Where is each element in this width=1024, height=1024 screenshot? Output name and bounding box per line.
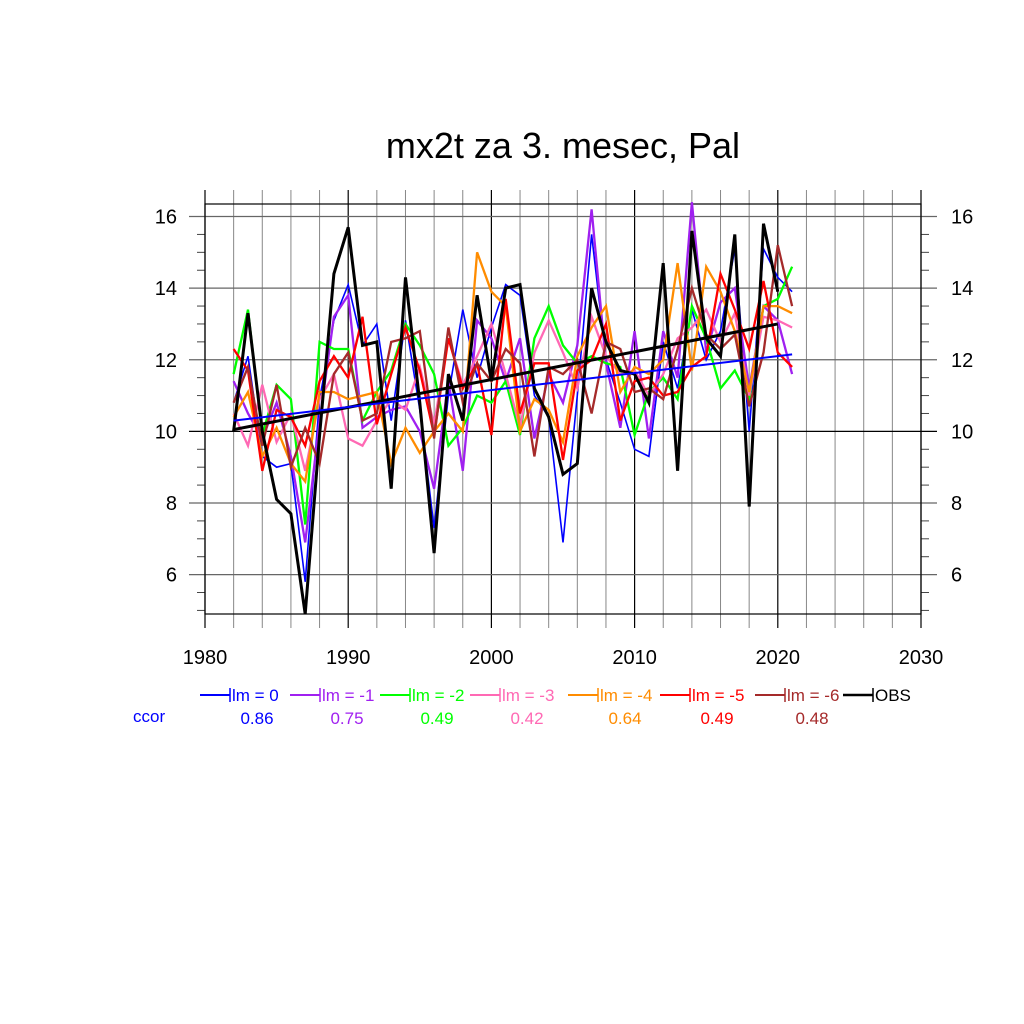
y-tick-label-left: 6 — [166, 565, 177, 587]
trend-lines — [233, 322, 793, 432]
legend-ccor-value: 0.48 — [795, 709, 828, 728]
y-tick-label-right: 10 — [951, 421, 973, 443]
legend-label: lm = -6 — [787, 686, 839, 705]
series-lines — [232, 202, 794, 615]
legend-ccor-value: 0.49 — [700, 709, 733, 728]
legend-label: OBS — [875, 686, 911, 705]
grid — [189, 190, 937, 628]
plot-frame — [204, 203, 922, 615]
y-tick-label-right: 8 — [951, 493, 962, 515]
legend-ccor-value: 0.86 — [240, 709, 273, 728]
legend-ccor-value: 0.49 — [420, 709, 453, 728]
chart-title: mx2t za 3. mesec, Pal — [386, 125, 740, 166]
legend: lm = 0 0.86 lm = -1 0.75 lm = -2 0.49 lm = -3 0… — [133, 686, 911, 728]
legend-ccor-value: 0.64 — [608, 709, 641, 728]
series-line-lm-4 — [232, 251, 793, 485]
y-tick-label-left: 8 — [166, 493, 177, 515]
legend-label: lm = -2 — [412, 686, 464, 705]
series-line-obs — [232, 223, 780, 615]
x-tick-label: 1980 — [183, 647, 228, 669]
trend-line — [233, 322, 779, 432]
legend-ccor-value: 0.42 — [510, 709, 543, 728]
axes: 1980 1990 2000 2010 2020 2030 6 6 8 8 10 10 12 12 14 14… — [155, 203, 973, 669]
y-tick-label-left: 12 — [155, 350, 177, 372]
legend-label: lm = -5 — [692, 686, 744, 705]
x-tick-label: 2010 — [612, 647, 657, 669]
series-line-lm-6 — [232, 244, 794, 472]
y-tick-label-right: 16 — [951, 207, 973, 229]
legend-label: lm = -3 — [502, 686, 554, 705]
legend-label: lm = -1 — [322, 686, 374, 705]
legend-label: lm = -4 — [600, 686, 652, 705]
legend-label: lm = 0 — [232, 686, 279, 705]
ccor-label: ccor — [133, 707, 165, 726]
y-tick-label-left: 16 — [155, 207, 177, 229]
y-tick-label-right: 12 — [951, 350, 973, 372]
x-tick-label: 1990 — [326, 647, 371, 669]
trend-line — [233, 353, 793, 422]
legend-ccor-value: 0.75 — [330, 709, 363, 728]
x-tick-label: 2030 — [899, 647, 944, 669]
y-tick-label-left: 14 — [155, 278, 177, 300]
y-tick-label-left: 10 — [155, 421, 177, 443]
x-tick-label: 2020 — [756, 647, 801, 669]
y-tick-label-right: 6 — [951, 565, 962, 587]
y-tick-label-right: 14 — [951, 278, 973, 300]
x-tick-label: 2000 — [469, 647, 514, 669]
